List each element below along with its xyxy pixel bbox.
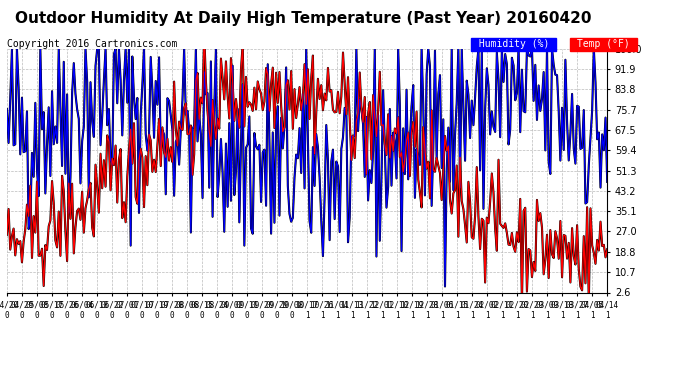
Text: Humidity (%): Humidity (%) [473, 39, 555, 50]
Text: Copyright 2016 Cartronics.com: Copyright 2016 Cartronics.com [7, 39, 177, 50]
Text: Temp (°F): Temp (°F) [571, 39, 636, 50]
Text: Outdoor Humidity At Daily High Temperature (Past Year) 20160420: Outdoor Humidity At Daily High Temperatu… [15, 11, 592, 26]
